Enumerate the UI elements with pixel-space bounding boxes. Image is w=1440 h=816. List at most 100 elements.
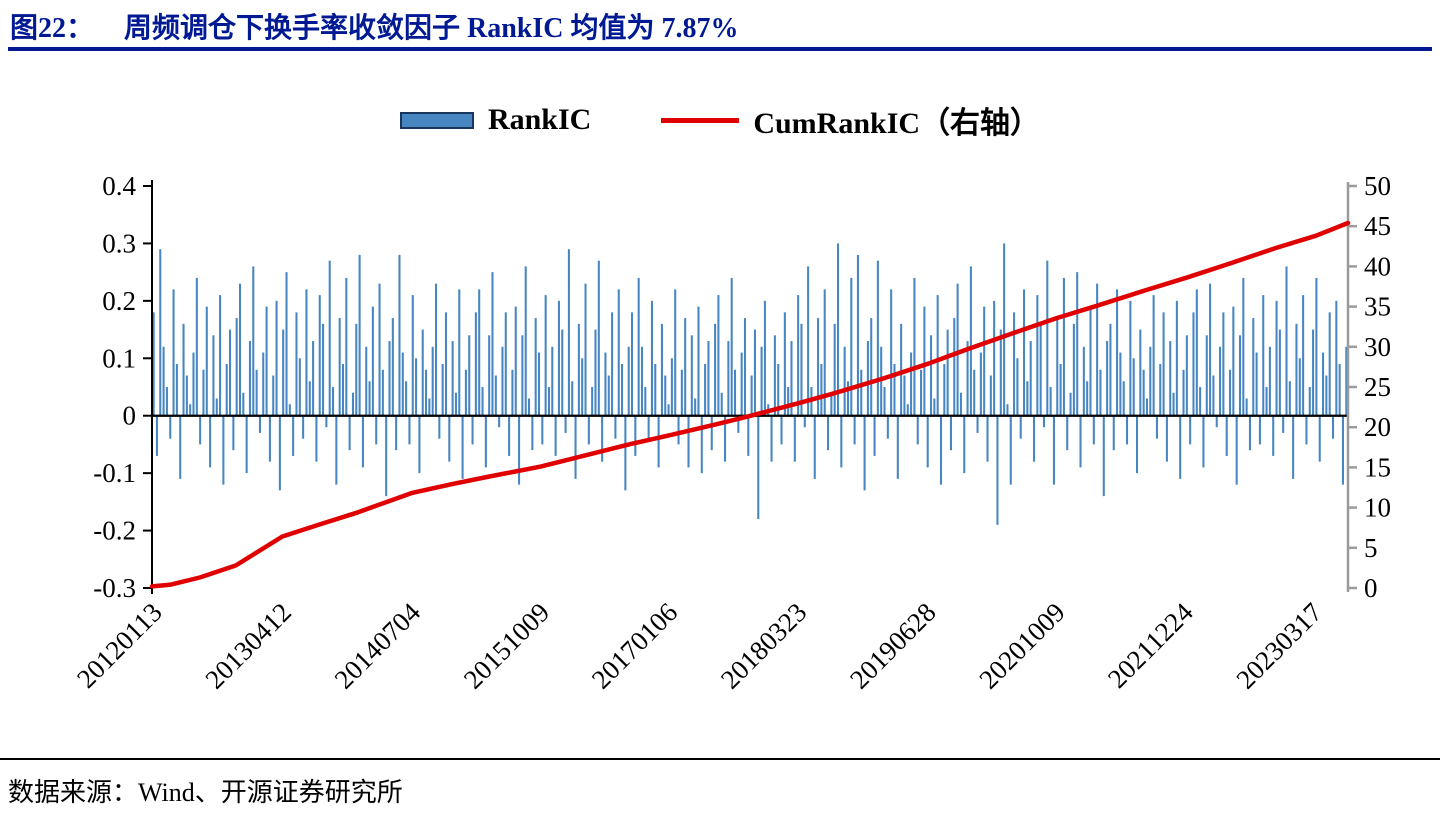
rankic-bar <box>687 415 690 468</box>
x-axis-label: 20151009 <box>458 597 556 695</box>
figure-title: 图22： 周频调仓下换手率收敛因子 RankIC 均值为 7.87% <box>10 6 739 46</box>
right-axis-label: 50 <box>1364 171 1391 201</box>
rankic-bar <box>621 364 624 416</box>
rankic-bar <box>371 306 374 416</box>
rankic-bar <box>182 323 185 416</box>
rankic-bar <box>1092 415 1095 445</box>
rankic-bar <box>1106 341 1109 416</box>
rankic-bar <box>923 306 926 416</box>
rankic-bar <box>664 375 667 416</box>
rankic-bar <box>813 415 816 479</box>
rankic-bar <box>504 312 507 416</box>
rankic-bar <box>1338 364 1341 416</box>
rankic-bar <box>783 312 786 416</box>
rankic-bar <box>1003 243 1006 416</box>
rankic-bar <box>474 312 477 416</box>
rankic-bar <box>478 289 481 416</box>
rankic-bar <box>1169 341 1172 416</box>
figure-title-text: 周频调仓下换手率收敛因子 RankIC 均值为 7.87% <box>124 13 739 44</box>
rankic-bar <box>547 387 550 416</box>
rankic-bar <box>860 369 863 416</box>
right-axis-label: 15 <box>1364 452 1391 482</box>
rankic-bar <box>926 415 929 468</box>
rankic-bar <box>710 415 713 451</box>
x-axis-label: 20180323 <box>715 597 813 695</box>
rankic-bar <box>365 346 368 416</box>
rankic-bar <box>232 415 235 451</box>
rankic-bar <box>1082 346 1085 416</box>
rankic-bar <box>717 295 720 416</box>
rankic-bar <box>428 398 431 416</box>
rankic-bar <box>1298 358 1301 416</box>
rankic-bar <box>1006 404 1009 416</box>
rankic-bar <box>215 398 218 416</box>
rankic-bar <box>640 346 644 416</box>
rankic-bar <box>631 312 634 416</box>
rankic-bar <box>876 260 879 416</box>
rankic-bar <box>1288 381 1291 416</box>
rankic-bar <box>677 415 680 445</box>
rankic-bar <box>604 352 607 416</box>
rankic-bar <box>1122 381 1125 416</box>
rankic-bar <box>777 364 780 416</box>
rankic-bar <box>1262 295 1265 416</box>
rankic-bar <box>1302 295 1305 416</box>
rankic-bar <box>873 415 876 456</box>
rankic-bar <box>820 364 823 416</box>
rankic-bar <box>973 369 976 416</box>
rankic-bar <box>1275 300 1278 416</box>
rankic-bar <box>295 312 298 416</box>
rankic-bar <box>518 415 521 485</box>
rankic-bar <box>1076 272 1079 416</box>
rankic-bar <box>760 346 763 416</box>
legend-label-cumrankic: CumRankIC（右轴） <box>753 107 1041 140</box>
rankic-bar <box>1335 300 1338 416</box>
rankic-bar <box>1285 266 1288 416</box>
rankic-bar <box>956 283 959 416</box>
rankic-bar <box>737 415 740 433</box>
rankic-bar <box>943 364 946 416</box>
rankic-bar <box>282 329 285 416</box>
rankic-bar <box>315 415 318 462</box>
rankic-bar <box>667 404 670 416</box>
rankic-bar <box>537 352 541 416</box>
rankic-bar <box>910 352 913 416</box>
rankic-bar <box>654 364 657 416</box>
rankic-bar <box>1162 312 1165 416</box>
rankic-bar <box>508 415 511 456</box>
rankic-bar <box>836 243 840 416</box>
rankic-bar <box>913 277 916 416</box>
rankic-bar <box>431 346 434 416</box>
rankic-bar <box>155 415 158 456</box>
rankic-bar <box>434 283 438 416</box>
rankic-bar <box>1013 312 1016 416</box>
rankic-bar <box>883 387 886 416</box>
rankic-bar <box>1039 323 1042 416</box>
data-source: 数据来源：Wind、开源证券研究所 <box>8 778 403 807</box>
legend-label-rankic: RankIC <box>487 103 592 136</box>
right-axis-label: 45 <box>1364 211 1391 241</box>
rankic-bar <box>1029 341 1032 416</box>
rankic-bar <box>611 312 614 416</box>
rankic-bar <box>1019 415 1022 439</box>
rankic-bar <box>1129 300 1132 416</box>
rankic-bar <box>258 415 261 433</box>
rankic-bar <box>1023 289 1026 416</box>
rankic-bar <box>933 398 936 416</box>
rankic-bar <box>328 260 331 416</box>
rankic-bar <box>514 306 517 416</box>
rankic-bar <box>1135 415 1139 474</box>
rankic-bar <box>1189 415 1192 445</box>
right-axis-label: 30 <box>1364 332 1391 362</box>
rankic-bar <box>930 335 933 416</box>
rankic-bar <box>571 381 574 416</box>
rankic-bar <box>1149 346 1152 416</box>
rankic-bar <box>345 277 348 416</box>
rankic-bar <box>481 387 484 416</box>
rankic-bar <box>1205 335 1208 416</box>
rankic-bar <box>1202 415 1205 468</box>
left-axis-label: -0.2 <box>93 516 136 546</box>
rankic-bar <box>1052 415 1055 485</box>
rankic-bar <box>332 387 335 416</box>
rankic-bar <box>770 415 773 462</box>
